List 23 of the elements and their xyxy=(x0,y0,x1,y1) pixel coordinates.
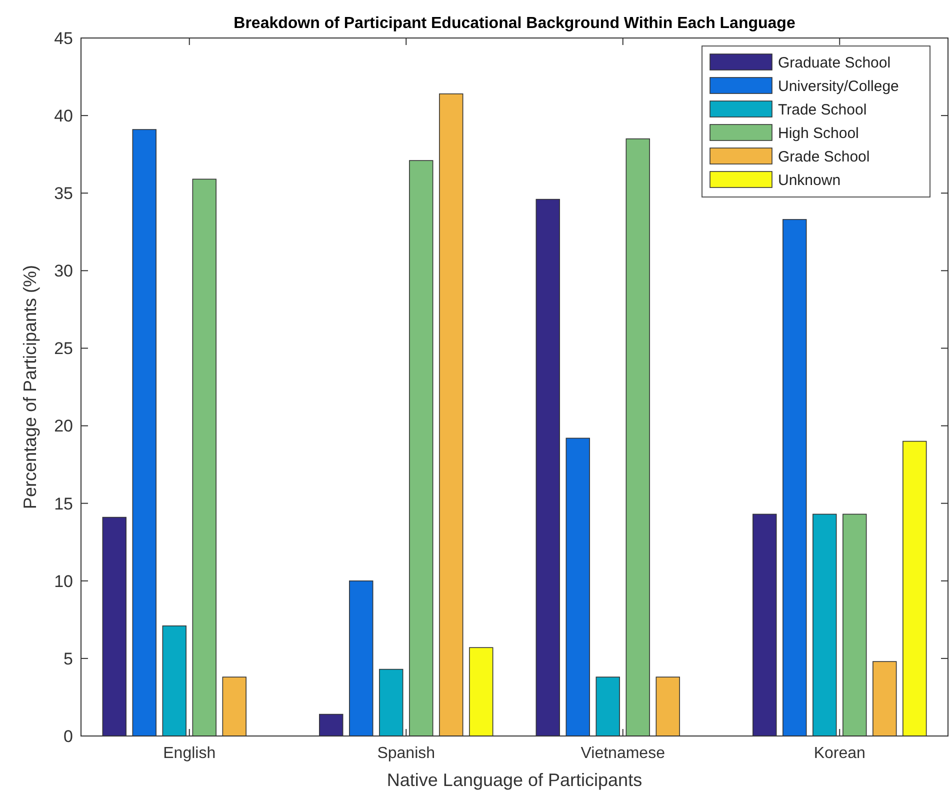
y-tick-label: 30 xyxy=(54,262,73,281)
y-tick-label: 40 xyxy=(54,106,73,126)
legend-label: Grade School xyxy=(778,148,870,166)
x-axis-title: Native Language of Participants xyxy=(386,770,642,790)
y-tick-label: 0 xyxy=(64,726,73,746)
legend-label: Trade School xyxy=(778,101,867,118)
chart-title: Breakdown of Participant Educational Background Within Each Language xyxy=(234,15,796,32)
y-tick-label: 45 xyxy=(54,28,73,48)
y-tick-label: 20 xyxy=(54,416,73,436)
x-tick-label: Korean xyxy=(814,745,866,762)
y-axis-title: Percentage of Participants (%) xyxy=(20,264,40,510)
x-tick-label: Vietnamese xyxy=(580,745,666,762)
x-tick-label: Spanish xyxy=(377,745,436,762)
legend-label: Unknown xyxy=(778,172,841,189)
y-tick-label: 25 xyxy=(54,339,73,358)
legend-label: Graduate School xyxy=(778,54,891,72)
legend-label: High School xyxy=(778,124,859,142)
y-tick-label: 35 xyxy=(54,184,73,204)
legend-label: University/College xyxy=(778,78,899,95)
y-tick-label: 15 xyxy=(54,494,73,514)
y-tick-label: 10 xyxy=(54,572,73,591)
x-tick-label: English xyxy=(163,745,216,762)
y-tick-label: 5 xyxy=(64,649,73,668)
